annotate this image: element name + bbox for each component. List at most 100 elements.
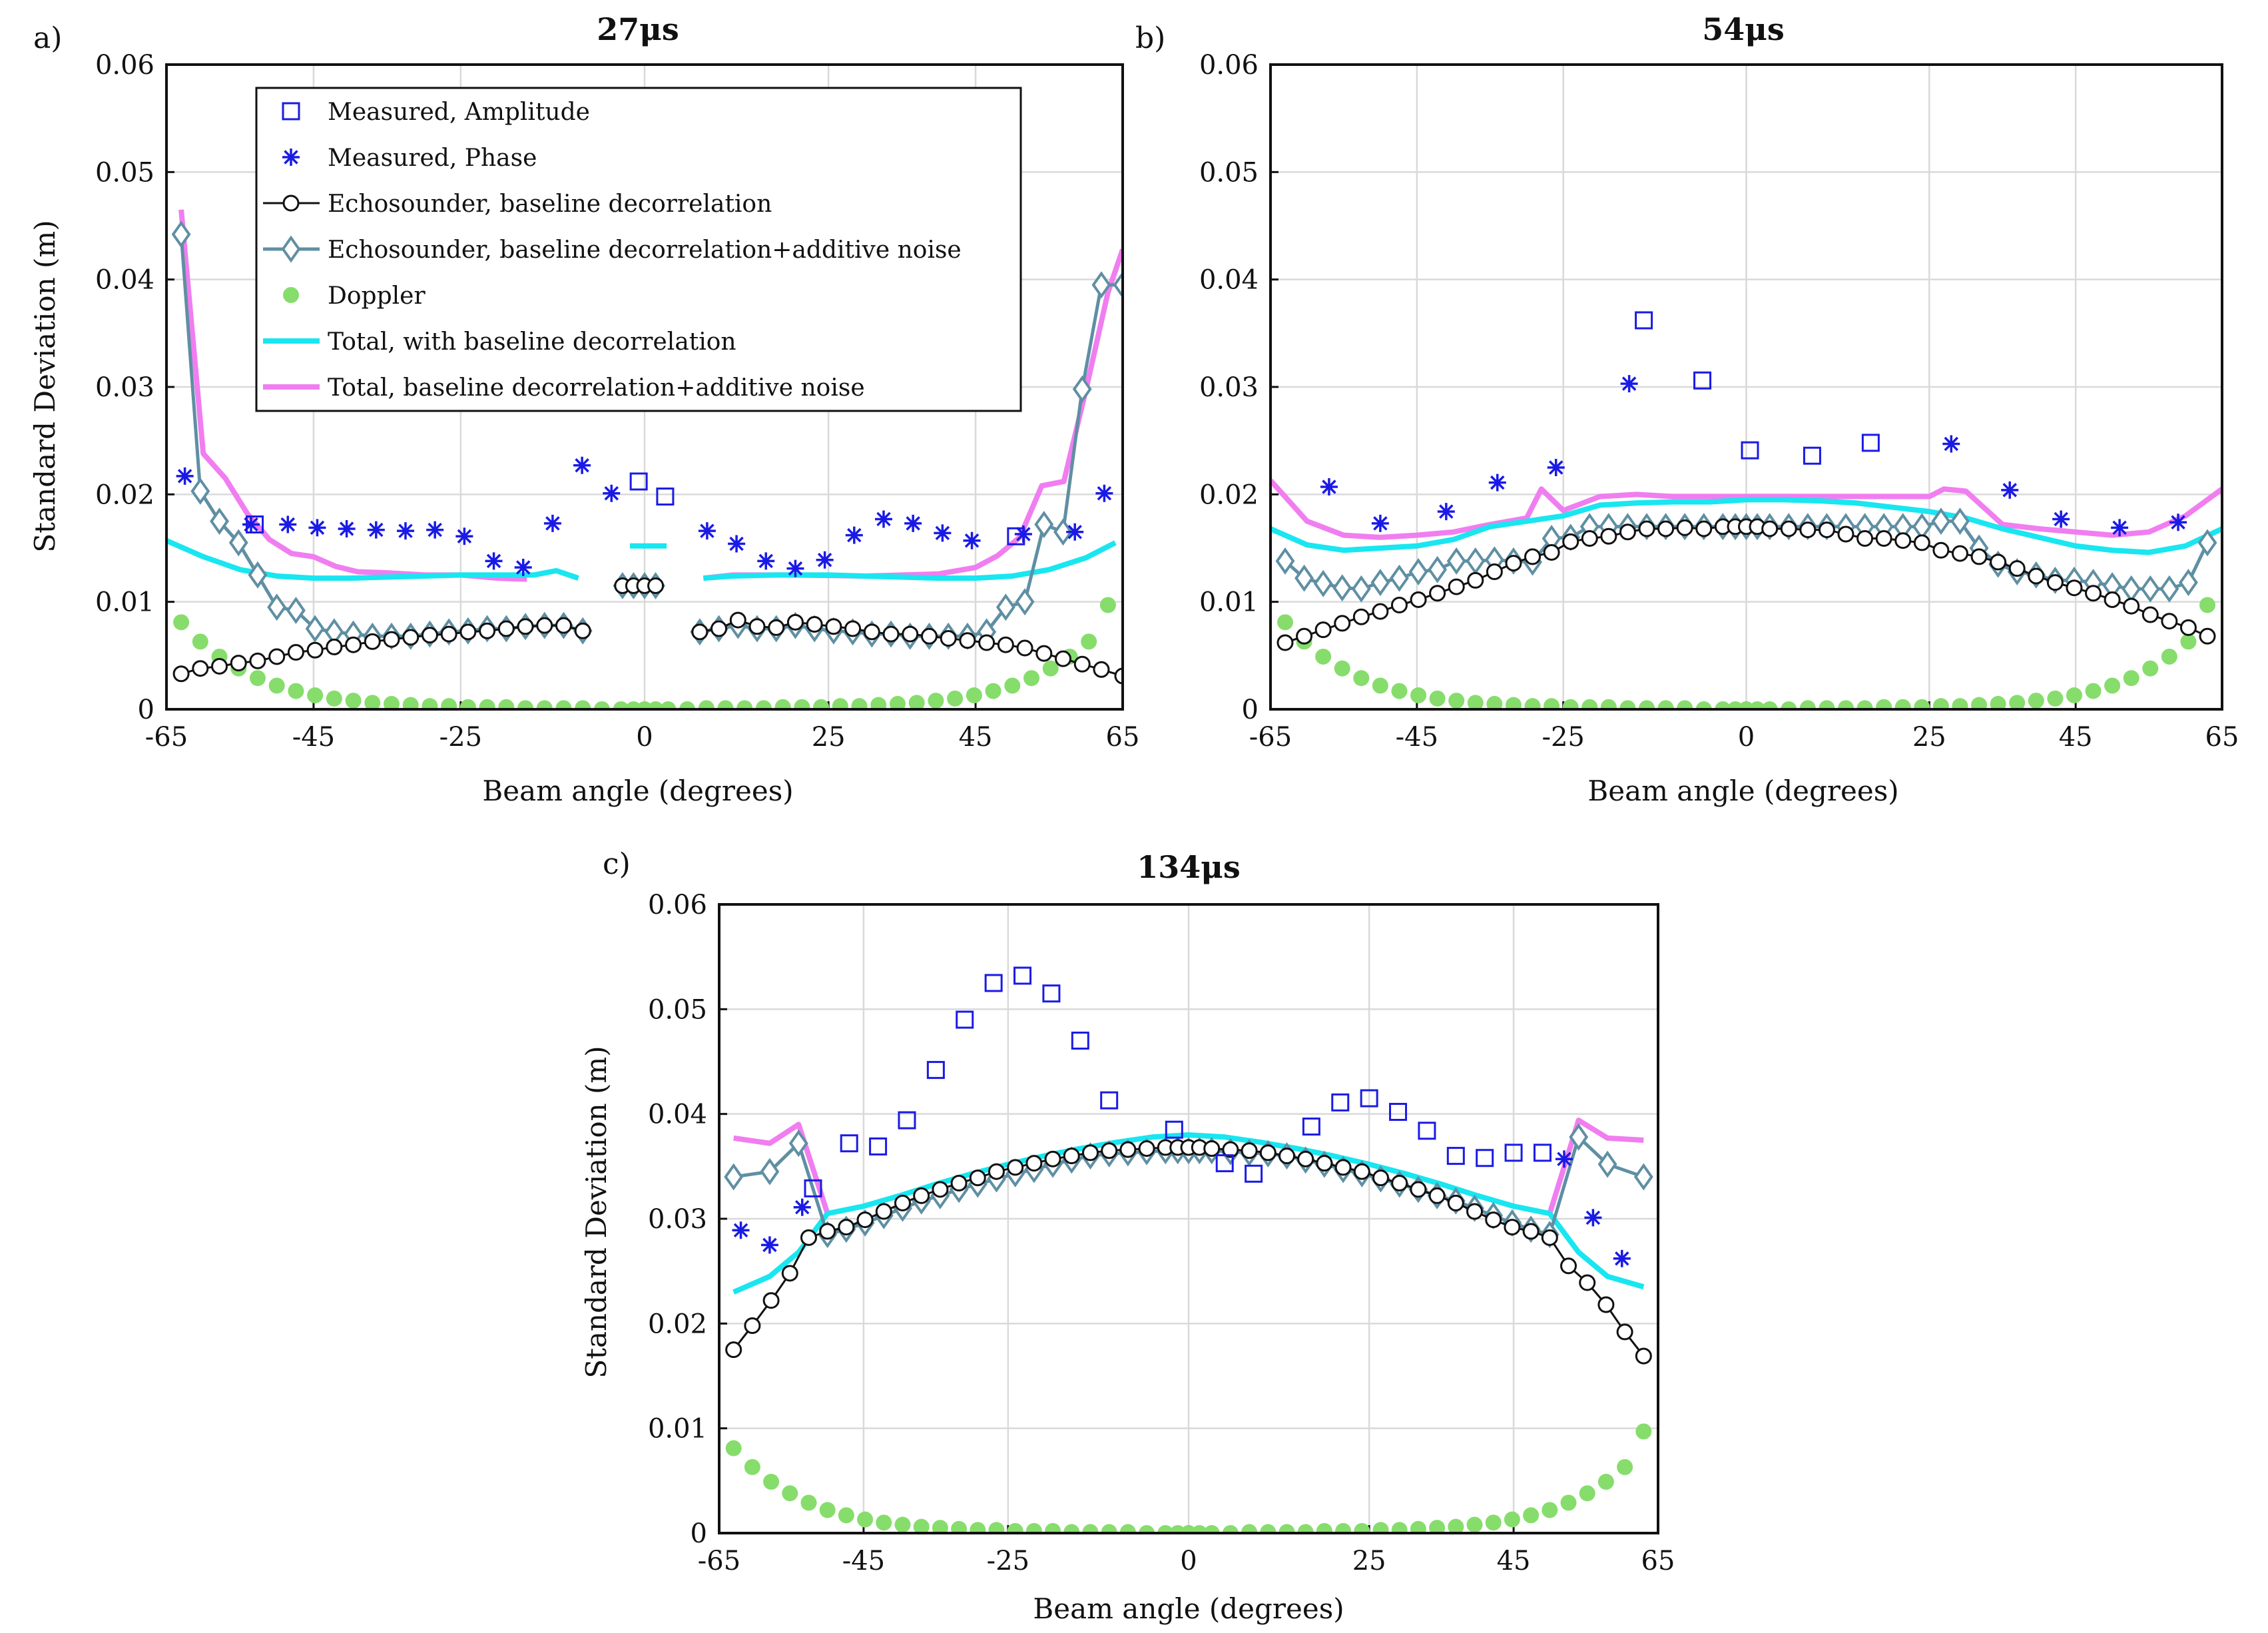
data-point [1620,375,1638,393]
data-point [421,627,438,644]
series-line [732,1132,1645,1295]
panel-c-title: 134μs [1137,849,1241,885]
data-point [857,1511,874,1528]
data-point [2111,519,2129,537]
data-point [1320,478,1338,496]
data-point [2104,591,2121,608]
data-point [788,1130,808,1157]
data-point [1157,1525,1174,1533]
data-point [1971,697,1988,709]
data-point [305,615,325,643]
data-point [2199,597,2216,613]
data-point [1613,1249,1631,1267]
data-point [171,220,191,248]
data-point [1932,698,1949,709]
data-point [1533,1143,1552,1162]
data-point [1876,699,1892,709]
data-point [268,677,285,694]
data-point [364,633,381,650]
plot-area [166,209,1123,709]
data-point [2028,567,2045,585]
data-point [1695,520,1713,537]
data-point [894,1194,911,1211]
data-point [647,577,665,594]
y-tick-label: 0.06 [648,890,707,920]
data-point [1579,1485,1595,1502]
data-point [932,1520,948,1533]
data-point [913,1518,930,1533]
y-tick-label: 0.01 [648,1414,707,1445]
data-point [1467,695,1484,709]
data-point [863,623,880,641]
data-point [1600,527,1617,545]
data-point [932,1181,949,1198]
x-tick-label: -45 [1396,722,1438,753]
data-point [2085,683,2102,699]
data-point [1332,574,1352,602]
data-point [768,619,785,636]
panel-b: b) 54μs Beam angle (degrees) -65 -45 -25 0 2… [1135,11,2239,807]
data-point [497,620,515,637]
panel-c-label: c) [603,847,631,881]
series-total-with-baseline-decorrelation [732,1132,1645,1295]
data-point [1353,1163,1370,1180]
data-point [1334,660,1350,677]
data-point [1352,608,1370,625]
data-point [725,1440,742,1457]
x-tick-label: 65 [2205,722,2239,753]
data-point [725,1341,742,1359]
data-point [774,699,791,709]
data-point [573,456,591,474]
data-point [1569,1123,1589,1151]
data-point [1617,1459,1633,1475]
data-point [422,698,438,709]
data-point [2009,695,2026,709]
data-point [1081,633,1097,650]
data-point [782,1485,798,1502]
data-point [1446,547,1466,575]
series-total-with-baseline-decorrelation [166,538,1117,581]
data-point [2161,613,2178,630]
data-point [1297,1524,1314,1533]
data-point [2159,575,2179,603]
data-point [898,1111,916,1130]
data-point [455,527,473,545]
data-point [192,633,208,650]
data-point [947,690,964,707]
data-point [1619,700,1636,709]
data-point [1635,311,1653,330]
y-tick-label: 0 [1242,695,1259,725]
data-point [1408,558,1428,585]
y-tick-label: 0.03 [1199,372,1259,403]
data-point [940,630,957,647]
y-tick-label: 0.01 [95,587,154,618]
data-point [2008,560,2026,577]
legend-item: Measured, Phase [282,145,537,172]
data-point [2141,606,2159,623]
data-point [593,701,610,709]
data-point [1296,627,1313,645]
data-point [574,622,591,639]
data-point [1113,271,1123,299]
data-point [904,514,922,532]
data-point [555,617,572,634]
data-point [956,1010,974,1029]
legend-item: Echosounder, baseline decorrelation+addi… [263,235,962,264]
data-point [1222,1141,1239,1158]
data-point [629,472,648,491]
series-measured-phase [176,456,1113,577]
data-point [2047,690,2064,707]
legend-label: Measured, Phase [328,145,537,172]
data-point [1446,1147,1465,1165]
data-point [840,1134,858,1153]
data-point [959,632,976,649]
y-tick-label: 0.04 [1199,265,1259,296]
series-line [1271,478,2222,540]
data-point [889,695,906,709]
data-point [459,699,476,709]
data-point [913,1187,930,1204]
x-tick-label: -65 [145,722,188,753]
data-point [2199,627,2216,645]
data-point [498,699,515,709]
data-point [656,488,675,506]
